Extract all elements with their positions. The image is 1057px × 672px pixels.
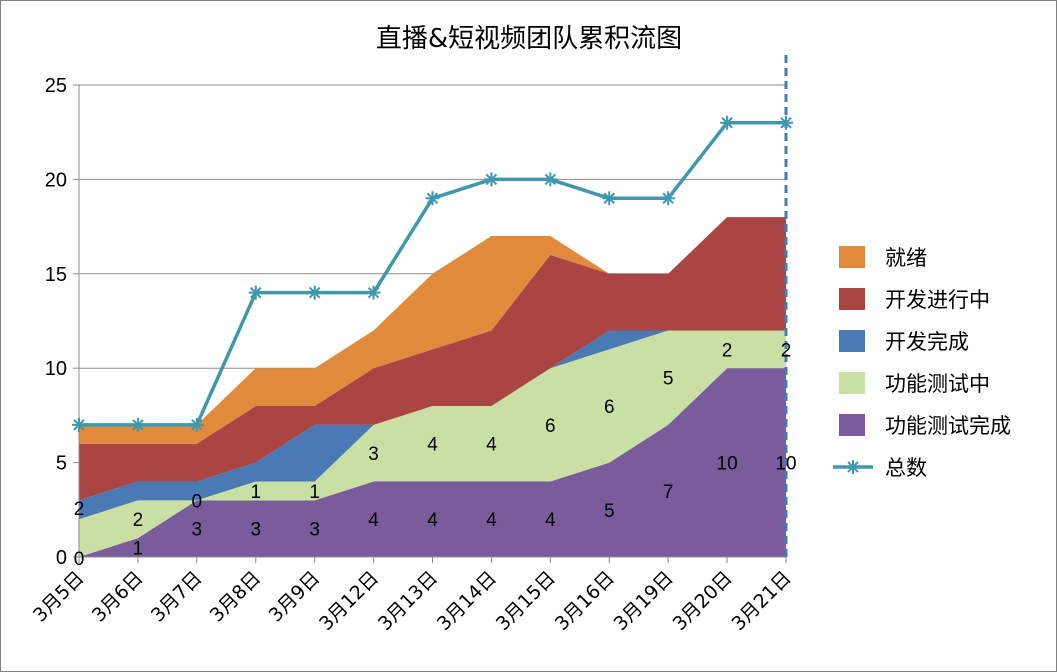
total-point-marker (307, 285, 322, 300)
data-label: 2 (133, 510, 144, 531)
legend-label: 就绪 (885, 246, 927, 270)
chart-title: 直播&短视频团队累积流图 (376, 24, 682, 54)
legend-swatch (839, 414, 865, 436)
data-label: 2 (74, 499, 85, 520)
legend-label: 功能测试中 (885, 372, 990, 396)
data-label: 3 (250, 520, 261, 541)
data-labels: 0 1 3 3 3 4 4 4 4 5 7 10 10 2 2 0 1 1 3 4 4 6 6 5 2 2 (74, 340, 797, 570)
area-series-1 (79, 368, 786, 557)
y-tick-label: 15 (45, 264, 67, 286)
legend-label: 功能测试完成 (885, 414, 1011, 438)
x-axis-ticks: 3月5日 3月6日 3月7日 3月8日 3月9日3月12日3月13日3月14日3月15日… (29, 567, 796, 635)
data-label: 4 (427, 510, 438, 531)
data-label: 4 (486, 510, 497, 531)
total-point-marker (189, 417, 204, 432)
data-label: 2 (781, 340, 792, 361)
x-tick-label: 3月20日 (669, 567, 737, 635)
total-point-marker (720, 115, 735, 130)
total-point-marker (779, 115, 793, 130)
data-label: 10 (775, 454, 796, 475)
x-tick-label: 3月14日 (433, 567, 501, 635)
data-label: 6 (604, 397, 615, 418)
data-label: 4 (545, 510, 556, 531)
x-tick-label: 3月16日 (551, 567, 619, 635)
total-point-marker (72, 417, 86, 432)
legend-swatch (839, 330, 865, 352)
axes (73, 55, 788, 563)
area-series-5 (79, 217, 786, 444)
x-tick-label: 3月5日 (29, 567, 89, 627)
x-tick-label: 3月6日 (88, 567, 148, 627)
data-label: 4 (486, 435, 497, 456)
data-label: 6 (545, 416, 556, 437)
x-tick-label: 3月19日 (610, 567, 678, 635)
total-point-marker (661, 191, 676, 206)
data-label: 1 (309, 482, 320, 503)
y-tick-label: 0 (56, 547, 67, 569)
legend-swatch (839, 246, 865, 268)
data-label: 5 (604, 501, 615, 522)
legend-item: 总数 (833, 456, 927, 480)
legend-label: 开发完成 (885, 330, 969, 354)
stacked-areas (79, 217, 786, 557)
x-tick-label: 3月21日 (727, 567, 795, 635)
total-point-marker (425, 191, 440, 206)
data-label: 7 (663, 482, 674, 503)
total-point-marker (248, 285, 263, 300)
data-label: 0 (192, 491, 203, 512)
legend-swatch (839, 372, 865, 394)
legend-label: 开发进行中 (885, 288, 990, 312)
total-point-marker (543, 172, 558, 187)
x-tick-label: 3月8日 (206, 567, 266, 627)
x-tick-label: 3月12日 (315, 567, 383, 635)
total-line-series (72, 115, 793, 432)
data-label: 2 (722, 340, 733, 361)
y-tick-label: 10 (45, 358, 67, 380)
y-axis-ticks: 0 5 10 15 20 25 (45, 75, 67, 569)
x-tick-label: 3月9日 (265, 567, 325, 627)
data-label: 3 (192, 520, 203, 541)
area-series-4 (79, 217, 786, 501)
data-label: 1 (250, 482, 261, 503)
legend-item: 功能测试完成 (839, 414, 1011, 438)
data-label: 1 (133, 539, 144, 560)
total-point-marker (602, 191, 617, 206)
data-label: 3 (368, 444, 379, 465)
data-label: 0 (74, 549, 85, 570)
area-series-2 (79, 330, 786, 557)
legend-item: 功能测试中 (839, 372, 990, 396)
x-tick-label: 3月13日 (374, 567, 442, 635)
y-tick-label: 20 (45, 169, 67, 191)
legend-star-marker (846, 460, 860, 474)
legend-item: 开发进行中 (839, 288, 990, 312)
y-tick-label: 5 (56, 453, 67, 475)
total-point-marker (366, 285, 381, 300)
x-tick-label: 3月7日 (147, 567, 207, 627)
legend-item: 就绪 (839, 246, 927, 270)
legend-label: 总数 (885, 456, 927, 480)
data-label: 3 (309, 520, 320, 541)
total-point-marker (130, 417, 145, 432)
legend-swatch (839, 288, 865, 310)
data-label: 4 (427, 435, 438, 456)
x-tick-label: 3月15日 (492, 567, 560, 635)
y-tick-label: 25 (45, 75, 67, 97)
data-label: 5 (663, 369, 674, 390)
data-label: 10 (717, 454, 738, 475)
data-label: 4 (368, 510, 379, 531)
total-point-marker (484, 172, 499, 187)
legend-item: 开发完成 (839, 330, 969, 354)
area-series-3 (79, 330, 786, 520)
